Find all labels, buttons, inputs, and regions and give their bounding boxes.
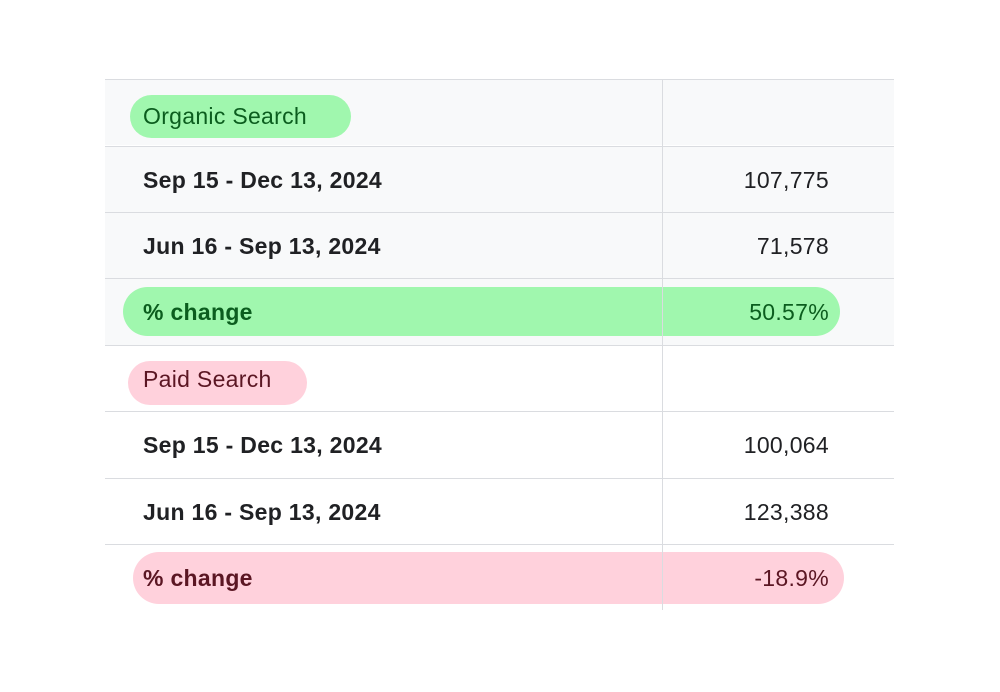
organic-header-row: Organic Search <box>105 79 894 145</box>
organic-change-highlight <box>123 287 840 336</box>
table-row: Sep 15 - Dec 13, 2024 107,775 <box>105 146 894 212</box>
paid-change-value: -18.9% <box>754 565 829 591</box>
organic-section-title: Organic Search <box>143 103 307 129</box>
paid-period-2-value: 123,388 <box>743 499 829 525</box>
paid-title-highlight <box>128 361 307 405</box>
table-row: Jun 16 - Sep 13, 2024 71,578 <box>105 212 894 278</box>
table-row: Jun 16 - Sep 13, 2024 123,388 <box>105 478 894 544</box>
paid-header-row: Paid Search <box>105 345 894 411</box>
organic-title-highlight <box>130 95 351 138</box>
organic-change-label: % change <box>143 299 253 325</box>
comparison-table: Organic Search Sep 15 - Dec 13, 2024 107… <box>105 79 894 610</box>
organic-period-1-label: Sep 15 - Dec 13, 2024 <box>143 167 383 193</box>
organic-change-row: % change 50.57% <box>105 278 894 345</box>
paid-change-highlight <box>133 552 844 604</box>
paid-period-1-label: Sep 15 - Dec 13, 2024 <box>143 432 383 458</box>
column-divider <box>662 79 663 610</box>
table-row: Sep 15 - Dec 13, 2024 100,064 <box>105 411 894 477</box>
organic-period-2-label: Jun 16 - Sep 13, 2024 <box>143 233 381 259</box>
paid-section-title: Paid Search <box>143 366 272 392</box>
paid-period-1-value: 100,064 <box>743 432 829 458</box>
paid-change-label: % change <box>143 565 253 591</box>
organic-period-1-value: 107,775 <box>743 167 829 193</box>
paid-change-row: % change -18.9% <box>105 544 894 610</box>
paid-period-2-label: Jun 16 - Sep 13, 2024 <box>143 499 381 525</box>
organic-period-2-value: 71,578 <box>756 233 829 259</box>
organic-change-value: 50.57% <box>749 299 829 325</box>
